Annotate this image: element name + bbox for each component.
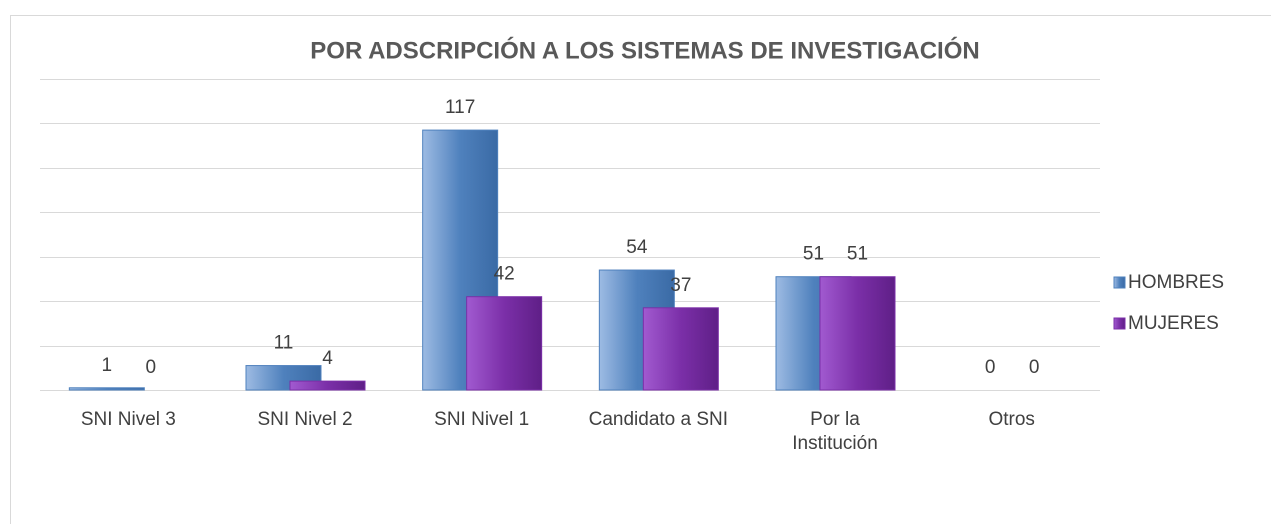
x-tick-label: SNI Nivel 1 [434, 409, 529, 430]
bar [819, 276, 896, 391]
data-label: 1 [102, 355, 113, 376]
data-label: 54 [626, 237, 648, 258]
data-label: 11 [274, 333, 294, 354]
data-label: 0 [985, 357, 996, 378]
x-tick-label: Otros [988, 409, 1034, 430]
x-tick-label: SNI Nivel 2 [257, 409, 352, 430]
data-label: 51 [847, 244, 868, 265]
legend-swatch [1113, 276, 1126, 289]
data-label: 37 [670, 275, 691, 296]
data-label: 117 [445, 97, 475, 118]
x-tick-label-line: Por la [810, 409, 860, 430]
bar [68, 387, 145, 391]
legend-label: HOMBRES [1128, 272, 1224, 293]
data-label: 4 [322, 348, 333, 369]
bar [642, 307, 719, 391]
bar [466, 296, 543, 391]
legend-swatch [1113, 317, 1126, 330]
data-label: 42 [494, 264, 515, 285]
data-label: 0 [146, 357, 157, 378]
chart-title: POR ADSCRIPCIÓN A LOS SISTEMAS DE INVEST… [310, 36, 979, 64]
bar [289, 380, 366, 391]
legend-label: MUJERES [1128, 313, 1219, 334]
x-tick-label-line: Institución [792, 433, 878, 454]
x-tick-label: SNI Nivel 3 [81, 409, 176, 430]
data-label: 51 [803, 244, 824, 265]
data-label: 0 [1029, 357, 1040, 378]
x-tick-label: Candidato a SNI [589, 409, 728, 430]
x-tick-label: Por la Institución [792, 409, 878, 454]
